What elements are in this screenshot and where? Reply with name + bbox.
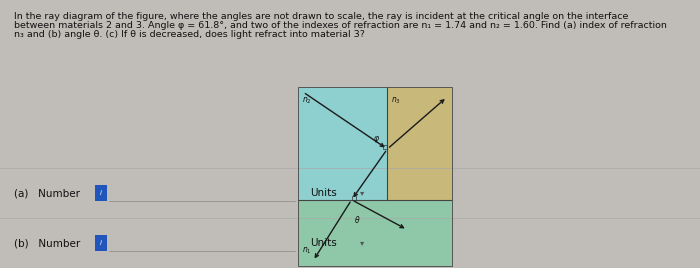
Text: i: i: [100, 240, 102, 246]
Bar: [298, 87, 387, 200]
Text: between materials 2 and 3. Angle φ = 61.8°, and two of the indexes of refraction: between materials 2 and 3. Angle φ = 61.…: [14, 21, 667, 30]
Bar: [384, 145, 387, 149]
Bar: [298, 87, 452, 266]
Text: $\varphi$: $\varphi$: [373, 134, 380, 145]
Text: Units: Units: [310, 238, 337, 248]
Text: (a)   Number: (a) Number: [14, 188, 80, 198]
Text: ▾: ▾: [360, 239, 364, 248]
Text: $n_1$: $n_1$: [302, 245, 312, 256]
Bar: [95, 185, 107, 201]
Bar: [387, 87, 452, 200]
Text: Units: Units: [310, 188, 337, 198]
Text: $\theta$: $\theta$: [354, 214, 360, 225]
Text: In the ray diagram of the figure, where the angles are not drawn to scale, the r: In the ray diagram of the figure, where …: [14, 12, 629, 21]
Bar: [351, 196, 356, 200]
Bar: [95, 235, 107, 251]
Text: n₃ and (b) angle θ. (c) If θ is decreased, does light refract into material 3?: n₃ and (b) angle θ. (c) If θ is decrease…: [14, 30, 365, 39]
Text: ▾: ▾: [360, 188, 364, 198]
Text: (b)   Number: (b) Number: [14, 238, 80, 248]
Text: $n_2$: $n_2$: [302, 95, 312, 106]
Bar: [298, 200, 452, 266]
Text: i: i: [100, 190, 102, 196]
Text: $n_3$: $n_3$: [391, 95, 401, 106]
